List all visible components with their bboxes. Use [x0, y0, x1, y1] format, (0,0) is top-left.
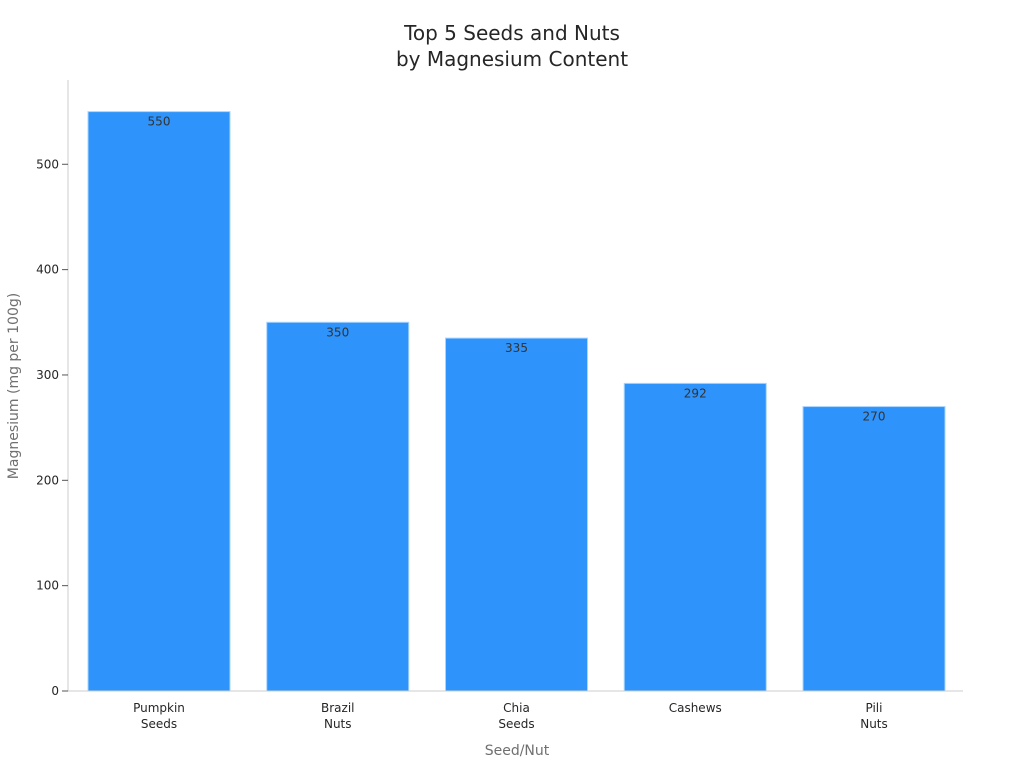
y-tick-label-1: 100 [36, 579, 59, 593]
x-tick-label-2-line-1: Seeds [498, 717, 534, 731]
x-tick-label-1-line-0: Brazil [321, 701, 355, 715]
bar-1 [266, 321, 410, 692]
y-tick-label-4: 400 [36, 263, 59, 277]
data-labels-group: 550 350 335 292 270 [148, 115, 886, 424]
data-label-2: 335 [505, 341, 528, 355]
data-label-3: 292 [684, 386, 707, 400]
x-axis-label: Seed/Nut [485, 743, 550, 759]
x-tick-label-0-line-0: Pumpkin [133, 701, 185, 715]
x-tick-label-4-line-1: Nuts [860, 717, 888, 731]
x-axis-ticks: Pumpkin Seeds Brazil Nuts Chia Seeds Cashews Pi… [133, 701, 888, 731]
x-tick-label-1-line-1: Nuts [324, 717, 352, 731]
bar-0 [87, 111, 231, 692]
y-tick-label-3: 300 [36, 368, 59, 382]
y-tick-label-0: 0 [51, 684, 59, 698]
data-label-0: 550 [148, 115, 171, 129]
y-axis-label: Magnesium (mg per 100g) [6, 293, 22, 479]
data-label-4: 270 [863, 410, 886, 424]
chart-title-line-1: Top 5 Seeds and Nuts [403, 21, 620, 45]
x-tick-label-3-line-0: Cashews [669, 701, 722, 715]
y-tick-label-2: 200 [36, 473, 59, 487]
bar-2 [445, 337, 588, 692]
bar-4 [802, 406, 946, 692]
x-tick-label-4-line-0: Pili [866, 701, 883, 715]
chart-title-line-2: by Magnesium Content [396, 47, 628, 71]
y-axis-ticks: 0 100 200 300 400 500 [36, 157, 68, 698]
x-tick-label-2-line-0: Chia [503, 701, 530, 715]
x-tick-label-0-line-1: Seeds [141, 717, 177, 731]
bar-3 [623, 382, 767, 692]
y-tick-label-5: 500 [36, 157, 59, 171]
data-label-1: 350 [326, 325, 349, 339]
bars-group [87, 111, 946, 692]
